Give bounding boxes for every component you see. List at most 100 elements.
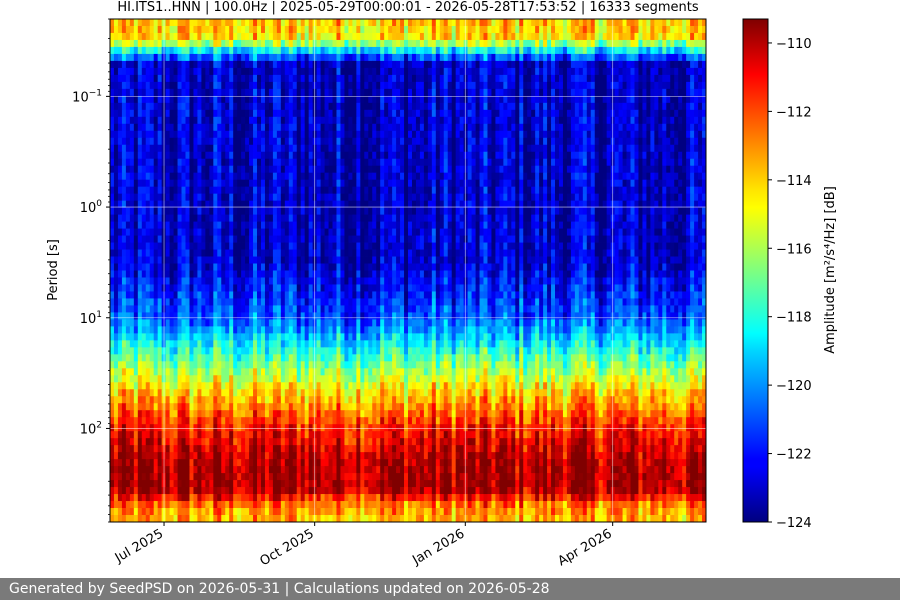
heatmap-cell (372, 186, 377, 195)
heatmap-cell (408, 228, 413, 236)
heatmap-cell (431, 207, 437, 216)
heatmap-cell (455, 88, 461, 97)
heatmap-cell (153, 25, 159, 34)
heatmap-cell (233, 53, 238, 62)
heatmap-cell (137, 46, 143, 55)
heatmap-cell (217, 235, 222, 243)
heatmap-cell (698, 207, 703, 216)
heatmap-cell (145, 67, 151, 76)
heatmap-cell (590, 221, 596, 229)
heatmap-cell (423, 214, 429, 222)
heatmap-cell (487, 158, 492, 167)
heatmap-cell (499, 53, 504, 62)
heatmap-cell (324, 193, 329, 202)
heatmap-cell (388, 32, 393, 41)
heatmap-cell (467, 60, 472, 69)
heatmap-cell (352, 214, 357, 222)
heatmap-cell (570, 46, 576, 55)
heatmap-cell (316, 67, 321, 76)
heatmap-cell (260, 207, 266, 216)
heatmap-cell (189, 46, 194, 55)
heatmap-cell (292, 228, 298, 236)
heatmap-cell (344, 46, 349, 55)
heatmap-cell (447, 228, 453, 236)
heatmap-cell (515, 200, 520, 209)
heatmap-cell (551, 228, 556, 236)
heatmap-cell (435, 123, 441, 132)
heatmap-cell (642, 53, 647, 62)
heatmap-cell (360, 137, 365, 146)
heatmap-cell (686, 74, 691, 83)
heatmap-cell (582, 74, 588, 83)
heatmap-cell (570, 39, 576, 48)
heatmap-cell (574, 235, 580, 243)
heatmap-cell (646, 109, 651, 118)
heatmap-cell (439, 74, 445, 83)
heatmap-cell (225, 19, 230, 27)
heatmap-cell (260, 228, 266, 236)
heatmap-cell (459, 25, 465, 34)
heatmap-cell (511, 116, 516, 125)
heatmap-cell (451, 130, 457, 139)
heatmap-cell (586, 186, 592, 195)
heatmap-cell (602, 228, 608, 236)
heatmap-cell (646, 158, 651, 167)
heatmap-cell (622, 242, 627, 250)
heatmap-cell (447, 137, 453, 146)
heatmap-cell (674, 67, 679, 76)
heatmap-cell (197, 25, 202, 34)
heatmap-cell (606, 221, 612, 229)
heatmap-cell (427, 200, 433, 209)
heatmap-cell (646, 60, 651, 69)
heatmap-cell (388, 19, 393, 27)
heatmap-cell (694, 221, 699, 229)
heatmap-cell (404, 25, 409, 34)
heatmap-cell (638, 193, 643, 202)
heatmap-cell (491, 46, 496, 55)
heatmap-cell (117, 235, 123, 243)
heatmap-cell (280, 137, 286, 146)
heatmap-cell (543, 32, 548, 41)
heatmap-cell (642, 39, 647, 48)
heatmap-cell (543, 39, 548, 48)
heatmap-cell (400, 39, 405, 48)
heatmap-cell (177, 158, 182, 167)
heatmap-cell (419, 186, 425, 195)
heatmap-cell (634, 193, 639, 202)
heatmap-cell (475, 144, 480, 153)
heatmap-cell (527, 39, 532, 48)
heatmap-cell (392, 179, 397, 188)
heatmap-cell (137, 235, 143, 243)
heatmap-cell (141, 221, 147, 229)
heatmap-cell (141, 193, 147, 202)
heatmap-cell (535, 200, 540, 209)
heatmap-cell (471, 151, 476, 160)
heatmap-cell (300, 67, 306, 76)
heatmap-cell (209, 200, 214, 209)
heatmap-cell (574, 60, 580, 69)
heatmap-cell (622, 130, 627, 139)
heatmap-cell (221, 88, 226, 97)
heatmap-cell (217, 74, 222, 83)
heatmap-cell (300, 158, 306, 167)
heatmap-cell (515, 179, 520, 188)
heatmap-cell (268, 228, 274, 236)
heatmap-cell (555, 46, 560, 55)
heatmap-cell (368, 165, 373, 174)
heatmap-cell (257, 53, 262, 62)
heatmap-cell (670, 123, 675, 132)
heatmap-cell (352, 95, 357, 104)
heatmap-cell (296, 179, 302, 188)
heatmap-cell (451, 144, 457, 153)
heatmap-cell (217, 137, 222, 146)
heatmap-cell (614, 137, 619, 146)
heatmap-cell (415, 214, 421, 222)
heatmap-cell (519, 88, 524, 97)
heatmap-cell (245, 81, 250, 90)
heatmap-cell (606, 151, 612, 160)
heatmap-cell (423, 130, 429, 139)
heatmap-cell (117, 158, 123, 167)
heatmap-cell (646, 137, 651, 146)
heatmap-cell (674, 109, 679, 118)
heatmap-cell (411, 207, 417, 216)
